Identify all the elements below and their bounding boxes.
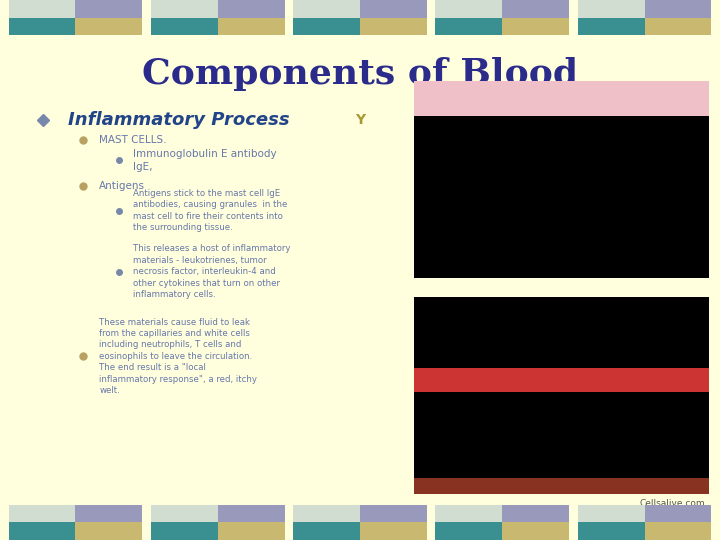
Bar [414, 478, 709, 494]
Bar [217, 505, 284, 523]
Bar [9, 17, 76, 35]
Bar [436, 0, 503, 17]
Bar [360, 505, 427, 523]
Bar [293, 17, 360, 35]
Bar [151, 0, 217, 17]
Bar [9, 505, 76, 523]
Text: Inflammatory Process: Inflammatory Process [68, 111, 290, 129]
Bar [644, 17, 711, 35]
Bar [436, 523, 503, 540]
Bar [577, 0, 644, 17]
Bar [577, 17, 644, 35]
Bar [577, 505, 644, 523]
Text: Y: Y [355, 113, 365, 127]
Text: Antigens: Antigens [99, 181, 145, 191]
Text: Immunoglobulin E antibody
IgE,: Immunoglobulin E antibody IgE, [133, 149, 276, 172]
Bar [9, 523, 76, 540]
Bar [76, 523, 143, 540]
Bar [293, 0, 360, 17]
Bar [436, 17, 503, 35]
Bar [503, 523, 569, 540]
Text: This releases a host of inflammatory
materials - leukotrienes, tumor
necrosis fa: This releases a host of inflammatory mat… [133, 244, 291, 299]
Bar [577, 523, 644, 540]
Text: These materials cause fluid to leak
from the capillaries and white cells
includi: These materials cause fluid to leak from… [99, 318, 257, 395]
Text: MAST CELLS.: MAST CELLS. [99, 136, 167, 145]
Bar [644, 505, 711, 523]
Bar [360, 0, 427, 17]
Bar [217, 523, 284, 540]
Bar [217, 0, 284, 17]
Bar [414, 297, 709, 494]
Bar [360, 17, 427, 35]
Bar [217, 17, 284, 35]
Bar [503, 505, 569, 523]
Text: Antigens stick to the mast cell IgE
antibodies, causing granules  in the
mast ce: Antigens stick to the mast cell IgE anti… [133, 189, 287, 232]
Bar [151, 505, 217, 523]
Bar [436, 505, 503, 523]
Bar [151, 17, 217, 35]
Text: Cellsalive.com: Cellsalive.com [640, 500, 706, 509]
Bar [151, 523, 217, 540]
Text: Components of Blood: Components of Blood [142, 57, 578, 91]
Bar [293, 505, 360, 523]
Bar [293, 523, 360, 540]
Bar [414, 81, 709, 117]
Bar [76, 0, 143, 17]
Bar [360, 523, 427, 540]
Bar [414, 81, 709, 278]
Bar [76, 505, 143, 523]
Bar [644, 523, 711, 540]
Bar [644, 0, 711, 17]
Bar [503, 17, 569, 35]
Bar [503, 0, 569, 17]
Bar [76, 17, 143, 35]
Bar [9, 0, 76, 17]
Bar [414, 368, 709, 392]
